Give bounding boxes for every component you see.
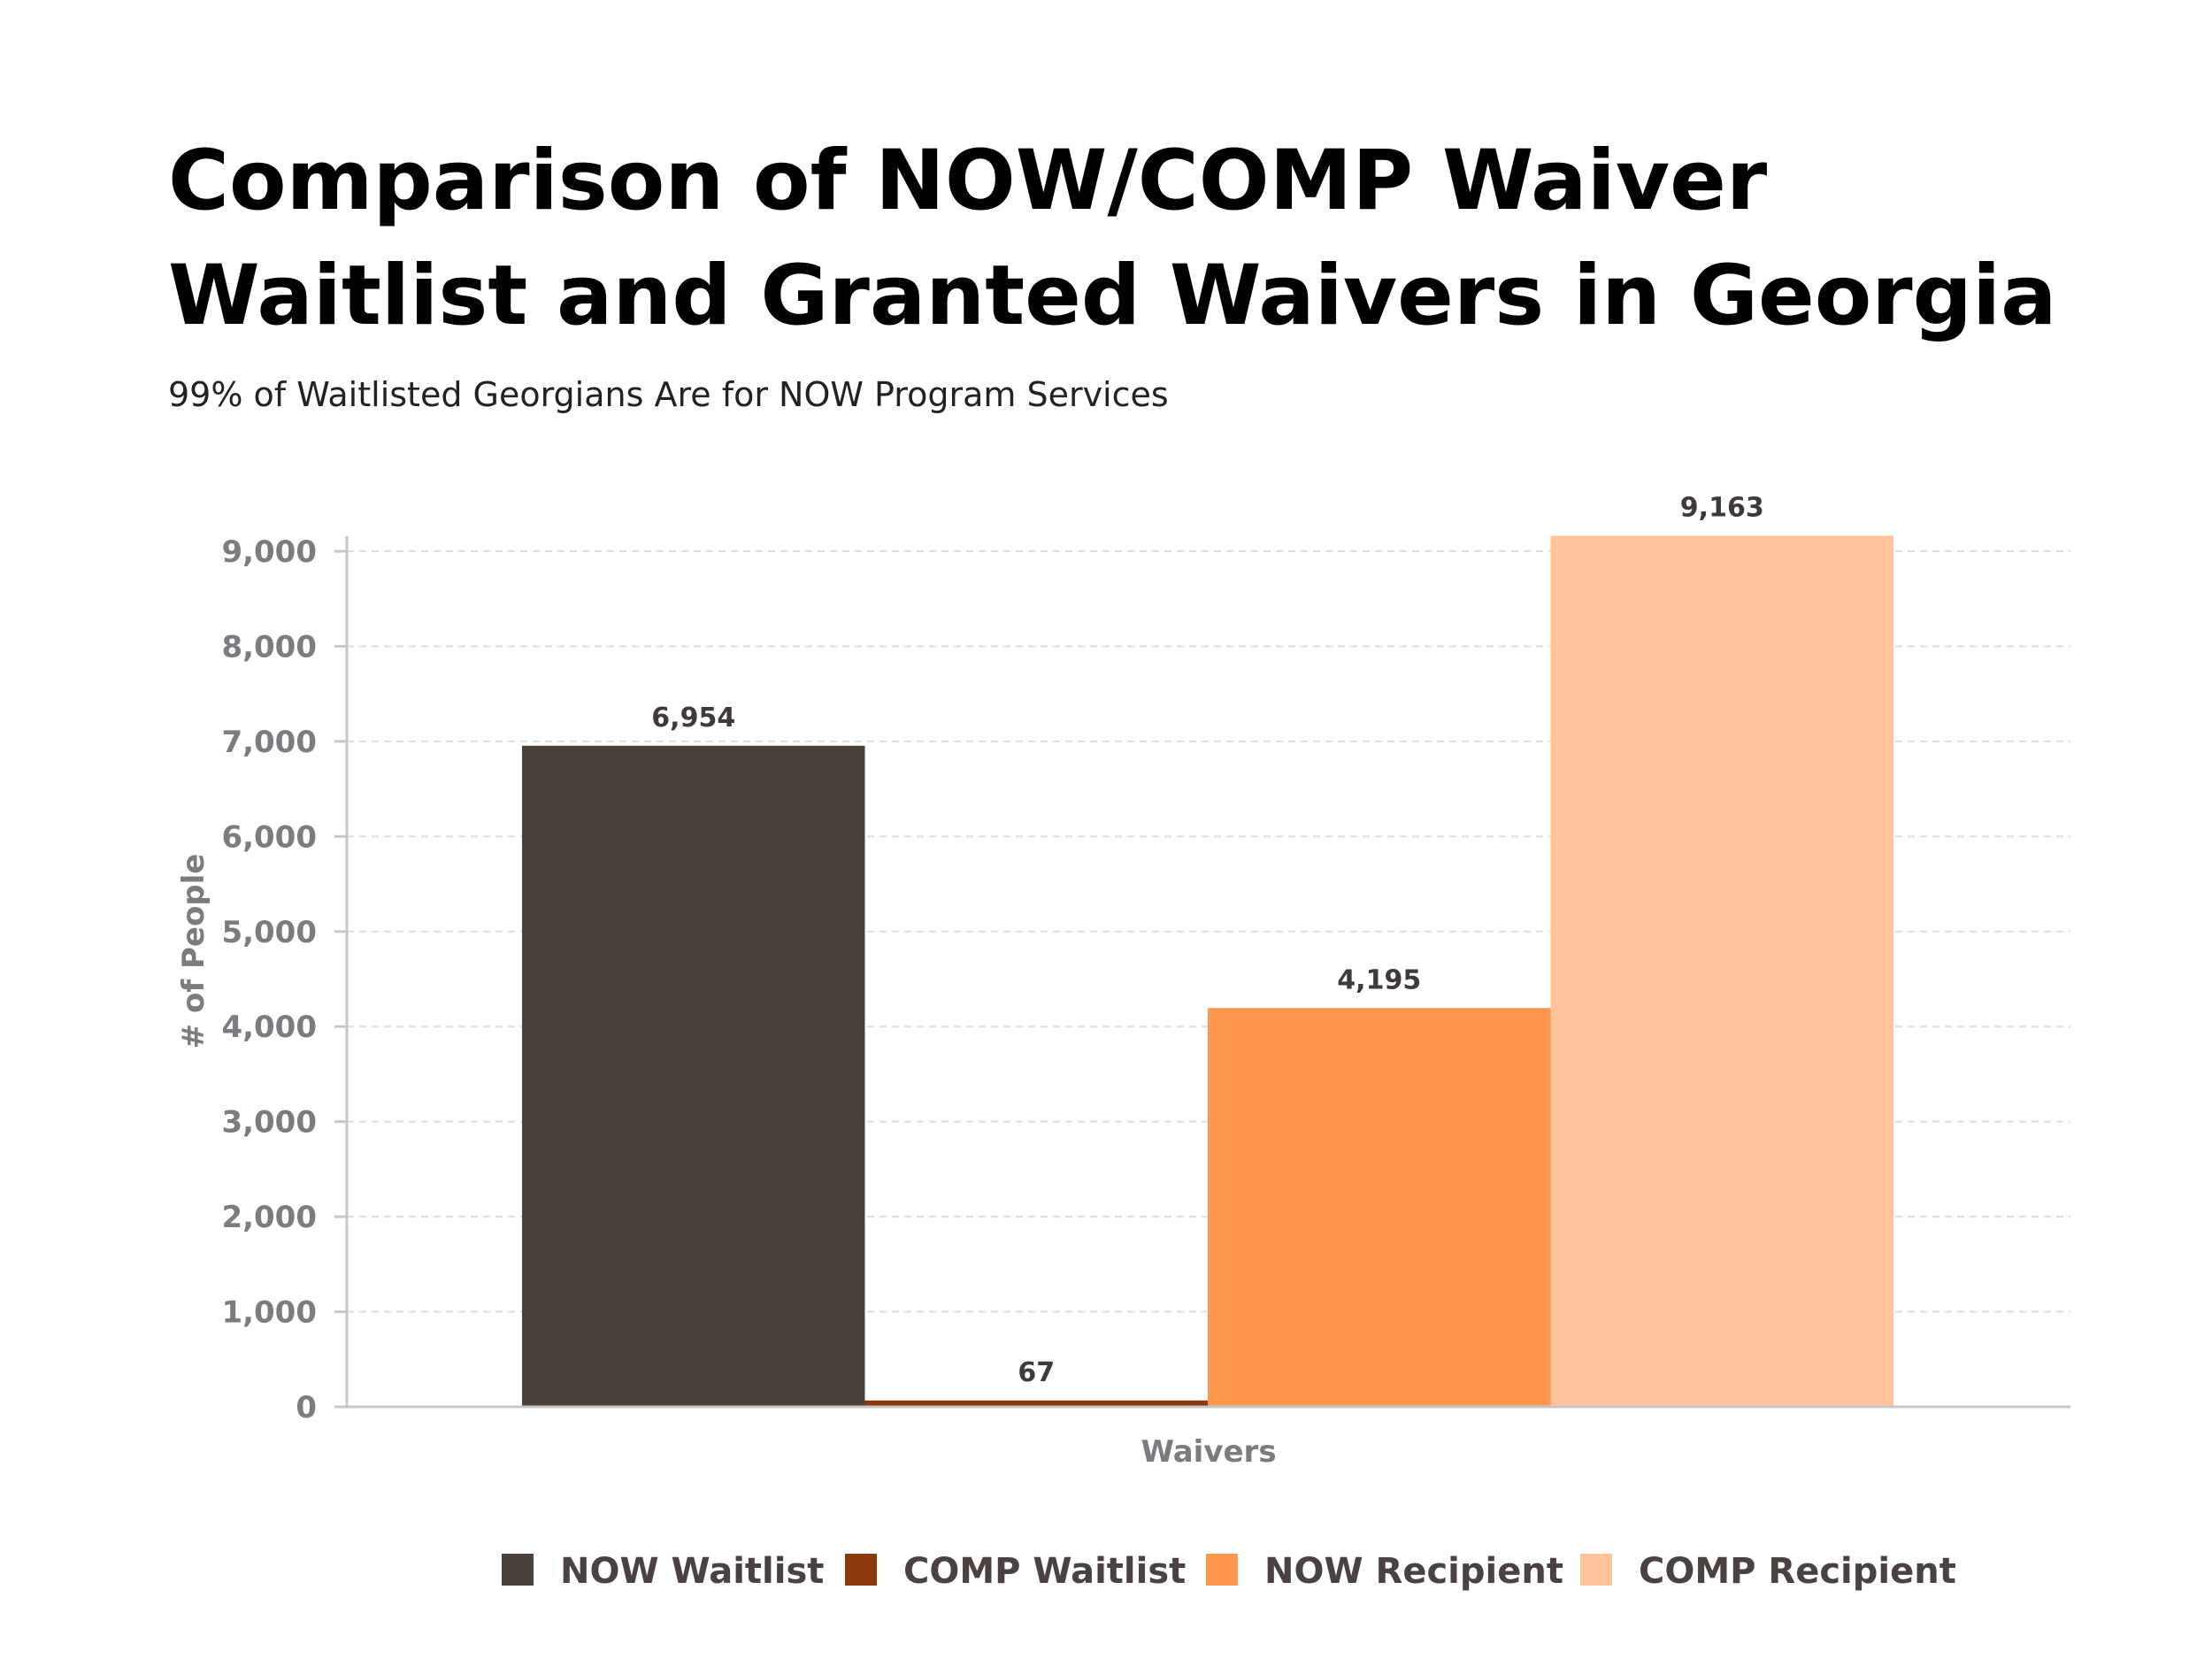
data-label-now-recipient: 4,195 xyxy=(1337,964,1421,995)
y-tick-label: 3,000 xyxy=(221,1105,317,1141)
y-tick-label: 1,000 xyxy=(221,1295,317,1331)
data-labels: 6,954 67 4,195 9,163 xyxy=(651,492,1763,1387)
y-tick-label: 9,000 xyxy=(221,534,317,570)
bar-comp-recipient xyxy=(1550,535,1893,1407)
legend-label-comp-recipient: COMP Recipient xyxy=(1639,1551,1956,1592)
bar-comp-waitlist xyxy=(864,1400,1208,1407)
x-axis-title: Waivers xyxy=(1141,1434,1276,1470)
legend-swatch-comp-waitlist xyxy=(845,1554,877,1586)
legend-label-now-waitlist: NOW Waitlist xyxy=(560,1551,824,1592)
y-axis-title: # of People xyxy=(176,854,211,1049)
chart-subtitle: 99% of Waitlisted Georgians Are for NOW … xyxy=(168,375,1169,414)
legend-swatch-comp-recipient xyxy=(1580,1554,1612,1586)
y-tick-label: 6,000 xyxy=(221,819,317,855)
data-label-comp-recipient: 9,163 xyxy=(1680,492,1764,523)
y-tick-label: 2,000 xyxy=(221,1200,317,1235)
legend: NOW Waitlist COMP Waitlist NOW Recipient CO… xyxy=(502,1551,1956,1592)
y-tick-label: 7,000 xyxy=(221,725,317,760)
y-tick-label: 0 xyxy=(296,1390,317,1425)
y-axis-ticks: 0 1,000 2,000 3,000 4,000 5,000 6,000 7,000 8,00… xyxy=(221,534,347,1425)
bar-now-recipient xyxy=(1208,1008,1551,1407)
bar-now-waitlist xyxy=(522,745,865,1407)
y-tick-label: 5,000 xyxy=(221,915,317,950)
data-label-comp-waitlist: 67 xyxy=(1018,1357,1055,1388)
y-tick-label: 4,000 xyxy=(221,1010,317,1045)
legend-label-now-recipient: NOW Recipient xyxy=(1264,1551,1563,1592)
legend-label-comp-waitlist: COMP Waitlist xyxy=(903,1551,1186,1592)
chart-title: Comparison of NOW/COMP Waiver Waitlist a… xyxy=(168,133,2057,344)
legend-swatch-now-recipient xyxy=(1206,1554,1238,1586)
bars xyxy=(522,535,1893,1407)
legend-swatch-now-waitlist xyxy=(502,1554,534,1586)
y-tick-label: 8,000 xyxy=(221,629,317,664)
data-label-now-waitlist: 6,954 xyxy=(651,703,735,733)
